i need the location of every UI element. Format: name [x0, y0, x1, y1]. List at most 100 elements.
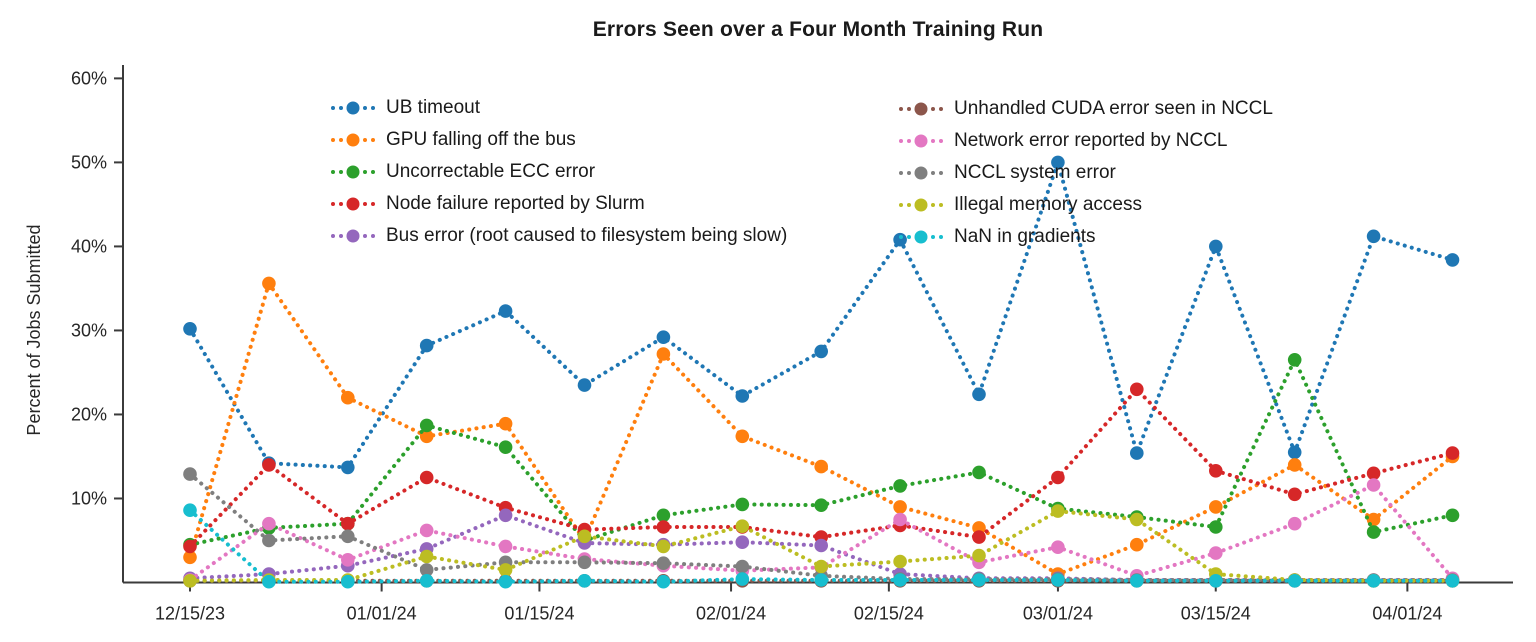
legend-item: Network error reported by NCCL: [898, 125, 1273, 157]
data-point: [498, 574, 513, 589]
legend-item-label: NaN in gradients: [954, 226, 1096, 247]
data-point: [498, 563, 513, 577]
data-point: [893, 232, 907, 247]
y-tick-label: 30%: [71, 320, 107, 340]
chart-title: Errors Seen over a Four Month Training R…: [592, 18, 1044, 41]
data-point: [656, 574, 671, 589]
data-point: [735, 497, 750, 512]
data-point: [1209, 464, 1223, 478]
data-point: [1051, 504, 1065, 518]
data-point: [814, 573, 828, 587]
data-point: [577, 574, 592, 588]
legend-item-label: Uncorrectable ECC error: [386, 161, 596, 182]
legend-item: Uncorrectable ECC error: [330, 156, 787, 188]
data-point: [814, 498, 828, 512]
legend-item-label: GPU falling off the bus: [386, 129, 576, 150]
legend-marker-icon: [899, 198, 943, 212]
legend-item: Bus error (root caused to filesystem bei…: [330, 220, 787, 252]
data-point: [972, 465, 986, 480]
data-point: [183, 467, 197, 481]
data-point: [262, 276, 276, 291]
data-point: [972, 548, 986, 563]
x-tick-label: 01/01/24: [347, 604, 417, 624]
data-point: [1287, 487, 1302, 502]
data-point: [1287, 353, 1302, 367]
legend-item: UB timeout: [330, 92, 787, 124]
data-point: [341, 529, 355, 544]
data-point: [498, 539, 513, 554]
data-point: [419, 429, 434, 444]
data-point: [1051, 470, 1065, 485]
data-point: [1051, 155, 1065, 170]
legend-marker-icon: [899, 102, 943, 116]
legend-item: GPU falling off the bus: [330, 124, 787, 156]
data-point: [656, 520, 671, 534]
data-point: [1130, 446, 1144, 460]
data-point: [577, 555, 592, 570]
data-point: [419, 338, 434, 353]
data-point: [341, 516, 355, 531]
data-point: [735, 519, 750, 533]
legend-marker-icon: [899, 230, 943, 244]
y-axis-title: Percent of Jobs Submitted: [24, 224, 44, 435]
data-point: [656, 556, 671, 570]
x-tick-label: 04/01/24: [1372, 604, 1442, 624]
data-point: [893, 500, 907, 514]
data-point: [577, 378, 592, 392]
legend-item-label: Network error reported by NCCL: [954, 130, 1228, 151]
data-point: [1209, 574, 1223, 588]
legend-item-label: UB timeout: [386, 97, 480, 118]
data-point: [419, 418, 434, 433]
data-point: [419, 563, 434, 577]
data-point: [1209, 520, 1223, 534]
legend-item: Unhandled CUDA error seen in NCCL: [898, 93, 1273, 125]
series-line: [188, 278, 1455, 577]
data-point: [1130, 512, 1144, 527]
data-point: [1287, 458, 1302, 472]
x-tick-label: 12/15/23: [155, 604, 225, 624]
data-point: [735, 535, 750, 549]
data-point: [1287, 516, 1302, 531]
legend-marker-icon: [899, 134, 943, 148]
data-point: [893, 554, 907, 569]
data-point: [183, 503, 197, 517]
data-point: [1445, 508, 1460, 523]
data-point: [735, 559, 750, 574]
data-point: [893, 479, 907, 493]
data-point: [735, 389, 750, 403]
legend-item-label: Bus error (root caused to filesystem bei…: [386, 225, 788, 246]
data-point: [972, 387, 986, 402]
x-tick-label: 03/15/24: [1181, 604, 1251, 624]
legend-item: Illegal memory access: [898, 189, 1273, 221]
data-point: [498, 416, 513, 431]
x-tick-label: 01/15/24: [504, 604, 574, 624]
data-point: [1445, 446, 1460, 460]
legend-item: NCCL system error: [898, 157, 1273, 189]
data-point: [656, 330, 671, 345]
data-point: [419, 574, 434, 588]
legend-item: NaN in gradients: [898, 221, 1273, 253]
data-point: [498, 304, 513, 318]
data-point: [1209, 500, 1223, 514]
data-point: [814, 344, 828, 359]
legend-marker-icon: [331, 197, 375, 211]
data-point: [341, 553, 355, 567]
legend-column-right: Unhandled CUDA error seen in NCCL Network…: [898, 93, 1273, 253]
legend-column-left: UB timeout GPU falling off the bus Uncorre…: [330, 92, 787, 252]
data-point: [1287, 574, 1302, 588]
data-point: [183, 574, 197, 588]
y-tick-label: 60%: [71, 68, 107, 88]
series-line: [188, 355, 1455, 547]
data-point: [1366, 229, 1381, 244]
data-point: [183, 550, 197, 565]
legend-item-label: Unhandled CUDA error seen in NCCL: [954, 98, 1273, 119]
y-tick-label: 10%: [71, 488, 107, 508]
legend-marker-icon: [331, 165, 375, 179]
data-point: [262, 533, 276, 548]
data-point: [1051, 540, 1065, 554]
data-point: [735, 429, 750, 444]
x-tick-label: 02/01/24: [696, 604, 766, 624]
data-point: [1130, 574, 1144, 588]
data-point: [262, 458, 276, 472]
